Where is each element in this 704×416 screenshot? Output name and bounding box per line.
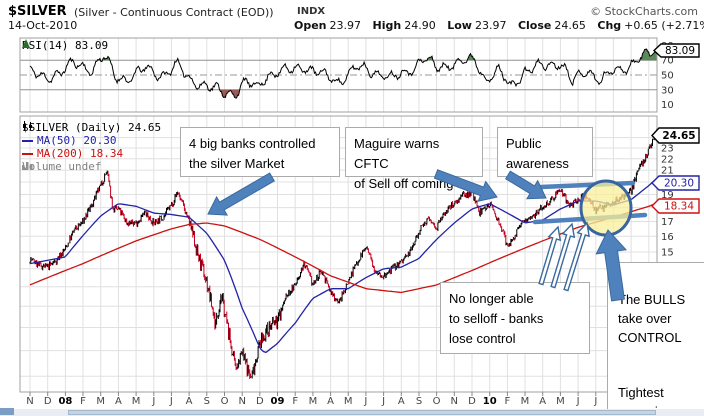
svg-text:09: 09 bbox=[271, 396, 285, 407]
svg-text:S: S bbox=[416, 396, 422, 407]
svg-text:10: 10 bbox=[483, 396, 497, 407]
open-label: Open bbox=[294, 19, 327, 32]
timeline-slider-thumb[interactable] bbox=[68, 410, 656, 415]
open-value: 23.97 bbox=[329, 19, 362, 32]
svg-text:08: 08 bbox=[58, 396, 72, 407]
price-legend: $SILVER (Daily) 24.65 bbox=[22, 121, 162, 134]
high-value: 24.90 bbox=[404, 19, 436, 32]
low-label: Low bbox=[447, 19, 472, 32]
svg-text:M: M bbox=[556, 396, 565, 407]
svg-text:10: 10 bbox=[661, 100, 674, 111]
rsi-legend: RSI(14) 83.09 bbox=[22, 39, 109, 52]
ohlc-quote-bar: Open 23.97 High 24.90 Low 23.97 Close 24.65 … bbox=[294, 19, 704, 32]
svg-text:F: F bbox=[505, 396, 511, 407]
svg-text:16: 16 bbox=[661, 232, 674, 243]
symbol-title: $SILVER bbox=[8, 4, 67, 19]
svg-text:J: J bbox=[593, 396, 597, 407]
svg-text:M: M bbox=[309, 396, 318, 407]
svg-text:F: F bbox=[80, 396, 86, 407]
svg-text:21: 21 bbox=[661, 166, 674, 177]
svg-text:N: N bbox=[26, 396, 33, 407]
svg-text:30: 30 bbox=[661, 85, 674, 96]
chg-label: Chg bbox=[597, 19, 622, 32]
svg-text:N: N bbox=[238, 396, 245, 407]
exchange-label: INDX bbox=[297, 6, 326, 17]
svg-text:50: 50 bbox=[661, 71, 674, 82]
svg-text:A: A bbox=[115, 396, 122, 407]
ma50-legend: MA(50) 20.30 bbox=[22, 134, 116, 147]
svg-text:A: A bbox=[186, 396, 193, 407]
svg-text:J: J bbox=[363, 396, 367, 407]
volume-legend: Volume undef bbox=[22, 160, 102, 173]
annotation-bulls-takeover: The BULLS take over CONTROL Tightest ran… bbox=[607, 262, 704, 416]
annotation-public-awareness: Public awareness bbox=[497, 127, 593, 177]
svg-text:D: D bbox=[44, 396, 52, 407]
svg-text:23: 23 bbox=[661, 144, 674, 155]
svg-text:18: 18 bbox=[661, 203, 674, 214]
svg-text:A: A bbox=[398, 396, 405, 407]
symbol-description: (Silver - Continuous Contract (EOD)) bbox=[74, 6, 274, 19]
svg-text:M: M bbox=[521, 396, 530, 407]
svg-text:24: 24 bbox=[661, 133, 674, 144]
svg-text:A: A bbox=[539, 396, 546, 407]
svg-text:A: A bbox=[327, 396, 334, 407]
ma200-line-icon bbox=[22, 152, 33, 155]
svg-text:D: D bbox=[468, 396, 476, 407]
svg-text:15: 15 bbox=[661, 248, 674, 259]
svg-text:J: J bbox=[169, 396, 173, 407]
copyright-label: © StockCharts.com bbox=[590, 5, 698, 18]
svg-text:17: 17 bbox=[661, 217, 674, 228]
close-label: Close bbox=[517, 19, 552, 32]
timeline-slider-cap bbox=[0, 408, 14, 415]
svg-text:70: 70 bbox=[661, 56, 674, 67]
svg-text:N: N bbox=[451, 396, 458, 407]
svg-text:90: 90 bbox=[661, 41, 674, 52]
volume-bars-icon bbox=[22, 162, 33, 170]
svg-text:20: 20 bbox=[661, 178, 674, 189]
annotation-bulls-text: The BULLS take over CONTROL bbox=[618, 292, 686, 345]
candlestick-icon bbox=[23, 121, 32, 131]
svg-text:S: S bbox=[204, 396, 210, 407]
svg-text:19: 19 bbox=[661, 190, 674, 201]
chg-value: +0.65 (+2.71%) bbox=[624, 19, 704, 32]
svg-text:J: J bbox=[381, 396, 385, 407]
rsi-indicator-icon bbox=[22, 39, 30, 48]
annotation-no-longer-selloff: No longer able to selloff - banks lose c… bbox=[440, 282, 590, 354]
svg-text:J: J bbox=[576, 396, 580, 407]
low-value: 23.97 bbox=[474, 19, 507, 32]
chart-date: 14-Oct-2010 bbox=[8, 19, 78, 32]
svg-text:J: J bbox=[151, 396, 155, 407]
svg-text:F: F bbox=[292, 396, 298, 407]
ma50-line-icon bbox=[22, 139, 33, 142]
svg-text:D: D bbox=[256, 396, 264, 407]
ma200-legend: MA(200) 18.34 bbox=[22, 147, 123, 160]
svg-text:O: O bbox=[221, 396, 229, 407]
svg-text:M: M bbox=[96, 396, 105, 407]
svg-text:M: M bbox=[344, 396, 353, 407]
annotation-big-banks: 4 big banks controlled the silver Market bbox=[180, 127, 340, 177]
close-value: 24.65 bbox=[554, 19, 586, 32]
annotation-maguire-warns: Maguire warns CFTC of Sell off coming bbox=[345, 127, 483, 191]
high-label: High bbox=[372, 19, 402, 32]
svg-text:M: M bbox=[132, 396, 141, 407]
svg-text:22: 22 bbox=[661, 154, 674, 165]
svg-text:O: O bbox=[433, 396, 441, 407]
